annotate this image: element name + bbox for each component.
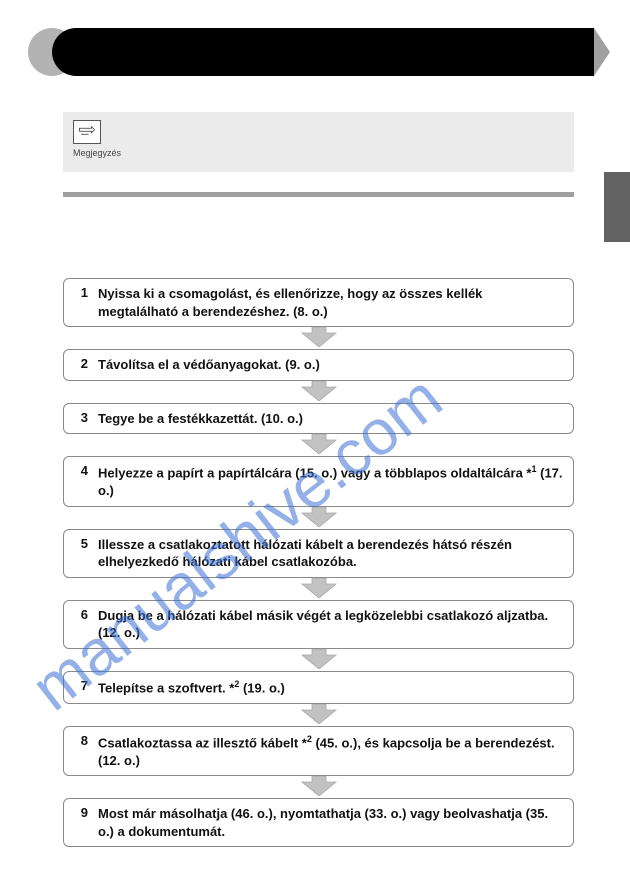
step-number: 2 <box>74 356 88 371</box>
step-number: 7 <box>74 678 88 693</box>
step-number: 3 <box>74 410 88 425</box>
down-arrow-icon <box>63 578 574 598</box>
down-arrow-icon <box>63 776 574 796</box>
side-tab <box>604 172 630 242</box>
step-text: Helyezze a papírt a papírtálcára (15. o.… <box>98 463 563 499</box>
note-icon <box>73 120 101 144</box>
steps-container: 1 Nyissa ki a csomagolást, és ellenőrizze… <box>63 278 574 847</box>
note-label: Megjegyzés <box>73 148 564 158</box>
down-arrow-icon <box>63 507 574 527</box>
step-number: 5 <box>74 536 88 551</box>
step-number: 8 <box>74 733 88 748</box>
down-arrow-icon <box>63 649 574 669</box>
down-arrow-icon <box>63 381 574 401</box>
horizontal-rule <box>63 192 574 197</box>
step-box-1: 1 Nyissa ki a csomagolást, és ellenőrizze… <box>63 278 574 327</box>
step-box-4: 4 Helyezze a papírt a papírtálcára (15. o… <box>63 456 574 506</box>
step-text: Tegye be a festékkazettát. (10. o.) <box>98 410 303 428</box>
step-number: 9 <box>74 805 88 820</box>
down-arrow-icon <box>63 704 574 724</box>
step-text: Most már másolhatja (46. o.), nyomtathat… <box>98 805 563 840</box>
down-arrow-icon <box>63 434 574 454</box>
step-box-7: 7 Telepítse a szoftvert. *2 (19. o.) <box>63 671 574 704</box>
step-box-8: 8 Csatlakoztassa az illesztő kábelt *2 (4… <box>63 726 574 776</box>
header-band <box>28 28 606 76</box>
header-arrow-tip <box>594 28 610 76</box>
step-text: Nyissa ki a csomagolást, és ellenőrizze,… <box>98 285 563 320</box>
step-box-2: 2 Távolítsa el a védőanyagokat. (9. o.) <box>63 349 574 381</box>
step-box-3: 3 Tegye be a festékkazettát. (10. o.) <box>63 403 574 435</box>
step-text: Távolítsa el a védőanyagokat. (9. o.) <box>98 356 320 374</box>
step-number: 6 <box>74 607 88 622</box>
step-text: Illessze a csatlakoztatott hálózati kábe… <box>98 536 563 571</box>
step-box-9: 9 Most már másolhatja (46. o.), nyomtatha… <box>63 798 574 847</box>
note-box: Megjegyzés <box>63 112 574 172</box>
step-text: Csatlakoztassa az illesztő kábelt *2 (45… <box>98 733 563 769</box>
step-box-6: 6 Dugja be a hálózati kábel másik végét … <box>63 600 574 649</box>
step-text: Telepítse a szoftvert. *2 (19. o.) <box>98 678 285 697</box>
step-text: Dugja be a hálózati kábel másik végét a … <box>98 607 563 642</box>
down-arrow-icon <box>63 327 574 347</box>
step-number: 4 <box>74 463 88 478</box>
step-number: 1 <box>74 285 88 300</box>
header-black-bar <box>52 28 594 76</box>
step-box-5: 5 Illessze a csatlakoztatott hálózati káb… <box>63 529 574 578</box>
